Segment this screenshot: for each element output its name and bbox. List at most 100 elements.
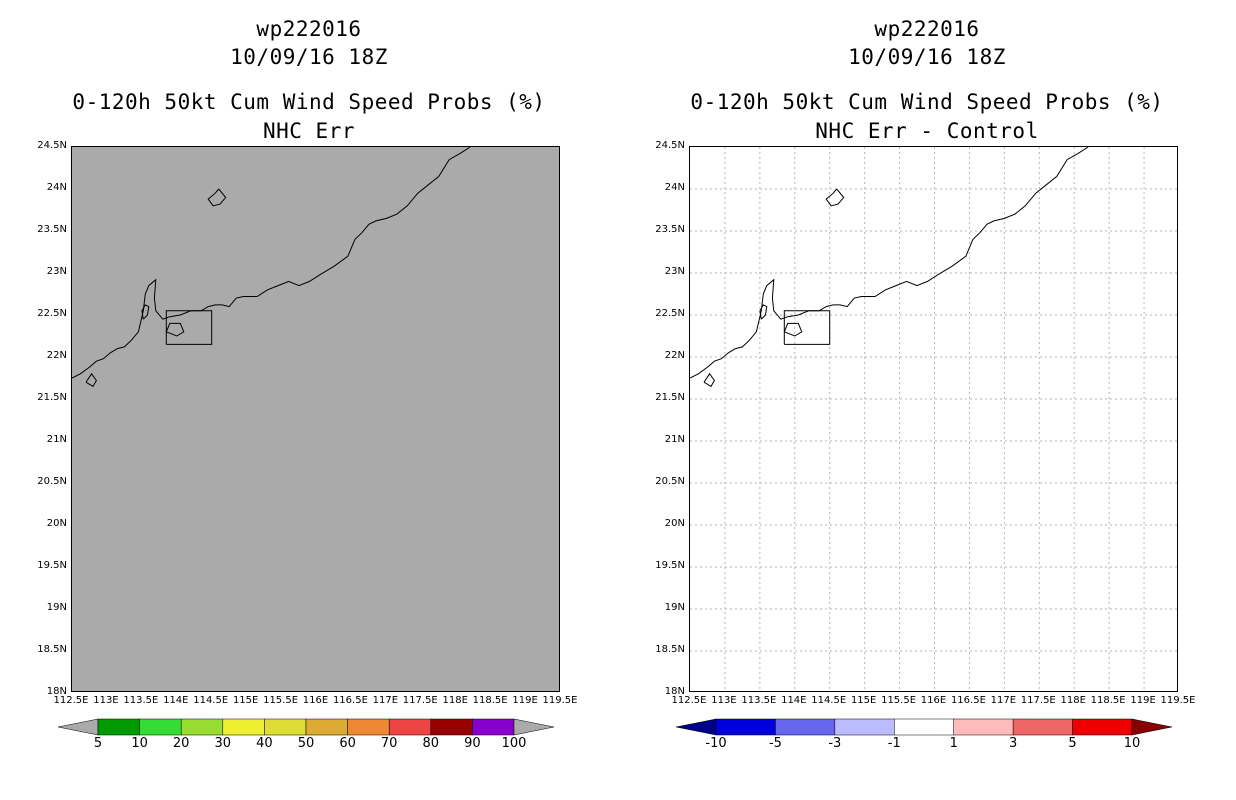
left-colorbar-segment — [430, 718, 473, 736]
left-ytick-label: 24.5N — [37, 140, 67, 151]
left-colorbar-segment — [139, 718, 182, 736]
right-macau-outline — [759, 304, 768, 320]
right-colorbar-segment — [775, 718, 836, 736]
left-colorbar-low-arrow — [57, 718, 99, 736]
left-subtitle-line1: 0-120h 50kt Cum Wind Speed Probs (%) — [72, 90, 546, 114]
right-xtick-label: 115E — [850, 695, 877, 706]
left-ytick-label: 22N — [46, 350, 67, 361]
left-ytick-label: 21.5N — [37, 392, 67, 403]
right-colorbar-label: 3 — [1009, 736, 1018, 751]
left-macau-outline — [141, 304, 150, 320]
left-ytick-label: 23N — [46, 266, 67, 277]
left-colorbar-label: 70 — [380, 736, 398, 751]
left-xtick-label: 113E — [93, 695, 119, 706]
left-colorbar-label: 40 — [256, 736, 273, 751]
left-colorbar-high-arrow — [513, 718, 555, 736]
right-xtick-label: 117E — [990, 695, 1017, 706]
right-ytick-label: 24.5N — [655, 140, 685, 151]
right-xtick-label: 114E — [781, 695, 807, 706]
left-colorbar-label: 50 — [297, 736, 315, 751]
left-xtick-label: 113.5E — [123, 695, 159, 706]
right-hk-box — [783, 310, 831, 345]
right-colorbar-segment — [953, 718, 1014, 736]
left-colorbar-label: 30 — [214, 736, 232, 751]
right-colorbar-label: -5 — [768, 736, 782, 751]
right-colorbar-label: -10 — [705, 736, 727, 751]
right-colorbar-segment — [1072, 718, 1133, 736]
left-xtick-label: 117E — [372, 695, 399, 706]
right-xtick-label: 113E — [711, 695, 737, 706]
left-colorbar-segment — [97, 718, 140, 736]
left-island — [207, 188, 227, 207]
right-title-line2: 10/09/16 18Z — [848, 45, 1006, 69]
left-ytick-label: 20.5N — [37, 476, 67, 487]
right-ytick-label: 21.5N — [655, 392, 685, 403]
right-west-island — [703, 372, 715, 388]
left-colorbar-label: 10 — [131, 736, 148, 751]
right-ytick-label: 24N — [664, 182, 685, 193]
right-subtitle-line2: NHC Err - Control — [815, 119, 1039, 143]
right-ytick-label: 20N — [664, 518, 685, 529]
left-colorbar-label: 100 — [501, 736, 527, 751]
right-colorbar-label: -1 — [887, 736, 901, 751]
left-xtick-label: 114E — [163, 695, 189, 706]
left-ytick-label: 19N — [46, 602, 67, 613]
left-title-line2: 10/09/16 18Z — [230, 45, 388, 69]
left-hk-box — [165, 310, 213, 345]
left-xtick-label: 112.5E — [53, 695, 89, 706]
right-xtick-label: 112.5E — [671, 695, 707, 706]
left-colorbar — [57, 718, 555, 736]
right-ytick-label: 23N — [664, 266, 685, 277]
right-panel: wp222016 10/09/16 18Z 0-120h 50kt Cum Wi… — [618, 0, 1236, 800]
right-ytick-label: 22N — [664, 350, 685, 361]
right-colorbar-label: -3 — [828, 736, 842, 751]
right-colorbar-segment — [715, 718, 776, 736]
right-xtick-label: 116E — [920, 695, 947, 706]
left-colorbar-segment — [472, 718, 515, 736]
right-lantau-island — [783, 322, 803, 337]
left-colorbar-label: 90 — [464, 736, 481, 751]
left-xtick-label: 118E — [442, 695, 468, 706]
left-west-island — [85, 372, 97, 388]
left-colorbar-label: 5 — [93, 736, 103, 751]
left-subtitle-line2: NHC Err — [262, 119, 355, 143]
left-field — [72, 147, 559, 691]
right-field — [690, 147, 1177, 691]
right-ytick-label: 21N — [664, 434, 685, 445]
left-xtick-label: 115E — [232, 695, 259, 706]
right-xtick-label: 114.5E — [811, 695, 847, 706]
right-colorbar — [675, 718, 1173, 736]
right-title-line1: wp222016 — [874, 17, 980, 41]
left-lantau-island — [165, 322, 185, 337]
left-ytick-label: 24N — [46, 182, 67, 193]
left-xtick-label: 119.5E — [542, 695, 578, 706]
left-title-line1: wp222016 — [256, 17, 362, 41]
left-ytick-label: 18.5N — [37, 644, 67, 655]
right-map — [689, 146, 1178, 692]
left-colorbar-segment — [180, 718, 224, 736]
right-xtick-label: 113.5E — [741, 695, 777, 706]
right-island — [825, 188, 845, 207]
right-colorbar-label: 1 — [949, 736, 958, 751]
left-panel: wp222016 10/09/16 18Z 0-120h 50kt Cum Wi… — [72, 17, 546, 143]
left-colorbar-segment — [305, 718, 348, 736]
left-colorbar-segment — [388, 718, 432, 736]
right-xtick-label: 116.5E — [950, 695, 986, 706]
right-colorbar-label: 10 — [1123, 736, 1141, 751]
right-xtick-label: 118E — [1060, 695, 1086, 706]
right-ytick-label: 18.5N — [655, 644, 685, 655]
left-ytick-label: 21N — [46, 434, 67, 445]
left-ytick-label: 20N — [46, 518, 67, 529]
right-colorbar-low-arrow — [675, 718, 717, 736]
right-colorbar-label: 5 — [1068, 736, 1077, 751]
right-ytick-label: 22.5N — [655, 308, 685, 319]
right-xtick-label: 119E — [1130, 695, 1156, 706]
left-ytick-label: 22.5N — [37, 308, 67, 319]
left-colorbar-segment — [222, 718, 265, 736]
left-ytick-label: 18N — [46, 686, 67, 697]
left-xtick-label: 117.5E — [402, 695, 438, 706]
left-xtick-label: 115.5E — [263, 695, 299, 706]
left-colorbar-label: 20 — [172, 736, 190, 751]
left-xtick-label: 118.5E — [472, 695, 508, 706]
right-colorbar-segment — [834, 718, 895, 736]
